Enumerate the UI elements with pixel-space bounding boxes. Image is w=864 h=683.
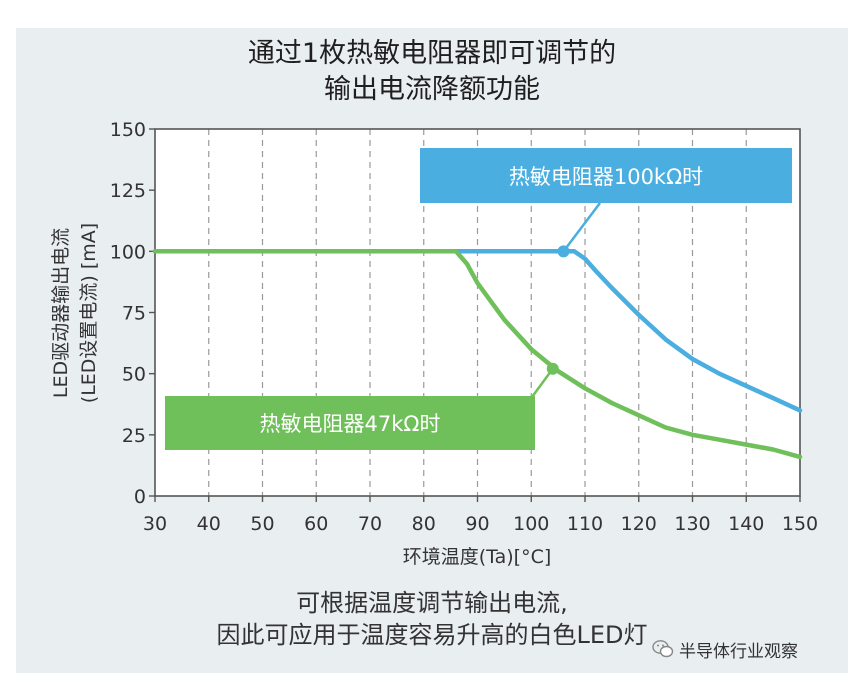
x-tick-label: 140 (728, 513, 764, 535)
y-axis-label-line-1: LED驱动器输出电流 (50, 228, 72, 398)
x-tick-label: 40 (197, 513, 221, 535)
y-tick-label: 100 (110, 241, 146, 263)
caption-line-2: 因此可应用于温度容易升高的白色LED灯 (216, 621, 648, 649)
y-tick-label: 75 (122, 303, 146, 325)
callout-100k-dot (557, 245, 570, 258)
y-tick-label: 25 (122, 425, 146, 447)
callout-47k-label: 热敏电阻器47kΩ时 (260, 412, 441, 436)
y-tick-label: 50 (122, 364, 146, 386)
x-tick-labels: 30 40 50 60 70 80 90 100 110 120 130 140 150 (143, 513, 818, 535)
x-tick-label: 120 (621, 513, 657, 535)
callout-100k-box (420, 148, 792, 203)
x-tick-label: 110 (567, 513, 603, 535)
axes (149, 128, 801, 502)
callout-100k-label: 热敏电阻器100kΩ时 (509, 165, 703, 189)
callout-47k-dot (546, 362, 559, 375)
watermark-text: 半导体行业观察 (679, 641, 798, 662)
x-axis-label: 环境温度(Ta)[°C] (403, 546, 552, 568)
y-tick-labels: 0 25 50 75 100 125 150 (110, 119, 146, 508)
x-tick-label: 80 (412, 513, 436, 535)
y-tick-label: 0 (134, 486, 146, 508)
y-tick-label: 125 (110, 180, 146, 202)
title-line-1: 通过1枚热敏电阻器即可调节的 (247, 38, 617, 69)
chart-title: 通过1枚热敏电阻器即可调节的 输出电流降额功能 (0, 36, 864, 108)
title-line-2: 输出电流降额功能 (324, 74, 540, 105)
caption: 可根据温度调节输出电流, 因此可应用于温度容易升高的白色LED灯 (0, 587, 864, 651)
caption-line-1: 可根据温度调节输出电流, (296, 589, 568, 617)
series-line-47k (152, 249, 803, 460)
x-tick-label: 70 (358, 513, 382, 535)
y-axis-label-line-2: (LED设置电流) [mA] (78, 223, 100, 403)
x-tick-label: 30 (143, 513, 167, 535)
series-lines (152, 249, 803, 460)
watermark: 半导体行业观察 (652, 638, 798, 662)
wechat-icon (652, 640, 674, 658)
y-tick-label: 150 (110, 119, 146, 141)
callouts: 热敏电阻器100kΩ时 热敏电阻器47kΩ时 (165, 148, 792, 450)
x-tick-label: 60 (304, 513, 328, 535)
x-tick-label: 90 (465, 513, 489, 535)
x-tick-label: 130 (674, 513, 710, 535)
x-tick-label: 150 (782, 513, 818, 535)
callout-100k-leader (562, 202, 601, 253)
series-line-100k (152, 249, 803, 413)
x-tick-label: 100 (513, 513, 549, 535)
callout-47k-box (165, 396, 535, 450)
x-tick-label: 50 (250, 513, 274, 535)
